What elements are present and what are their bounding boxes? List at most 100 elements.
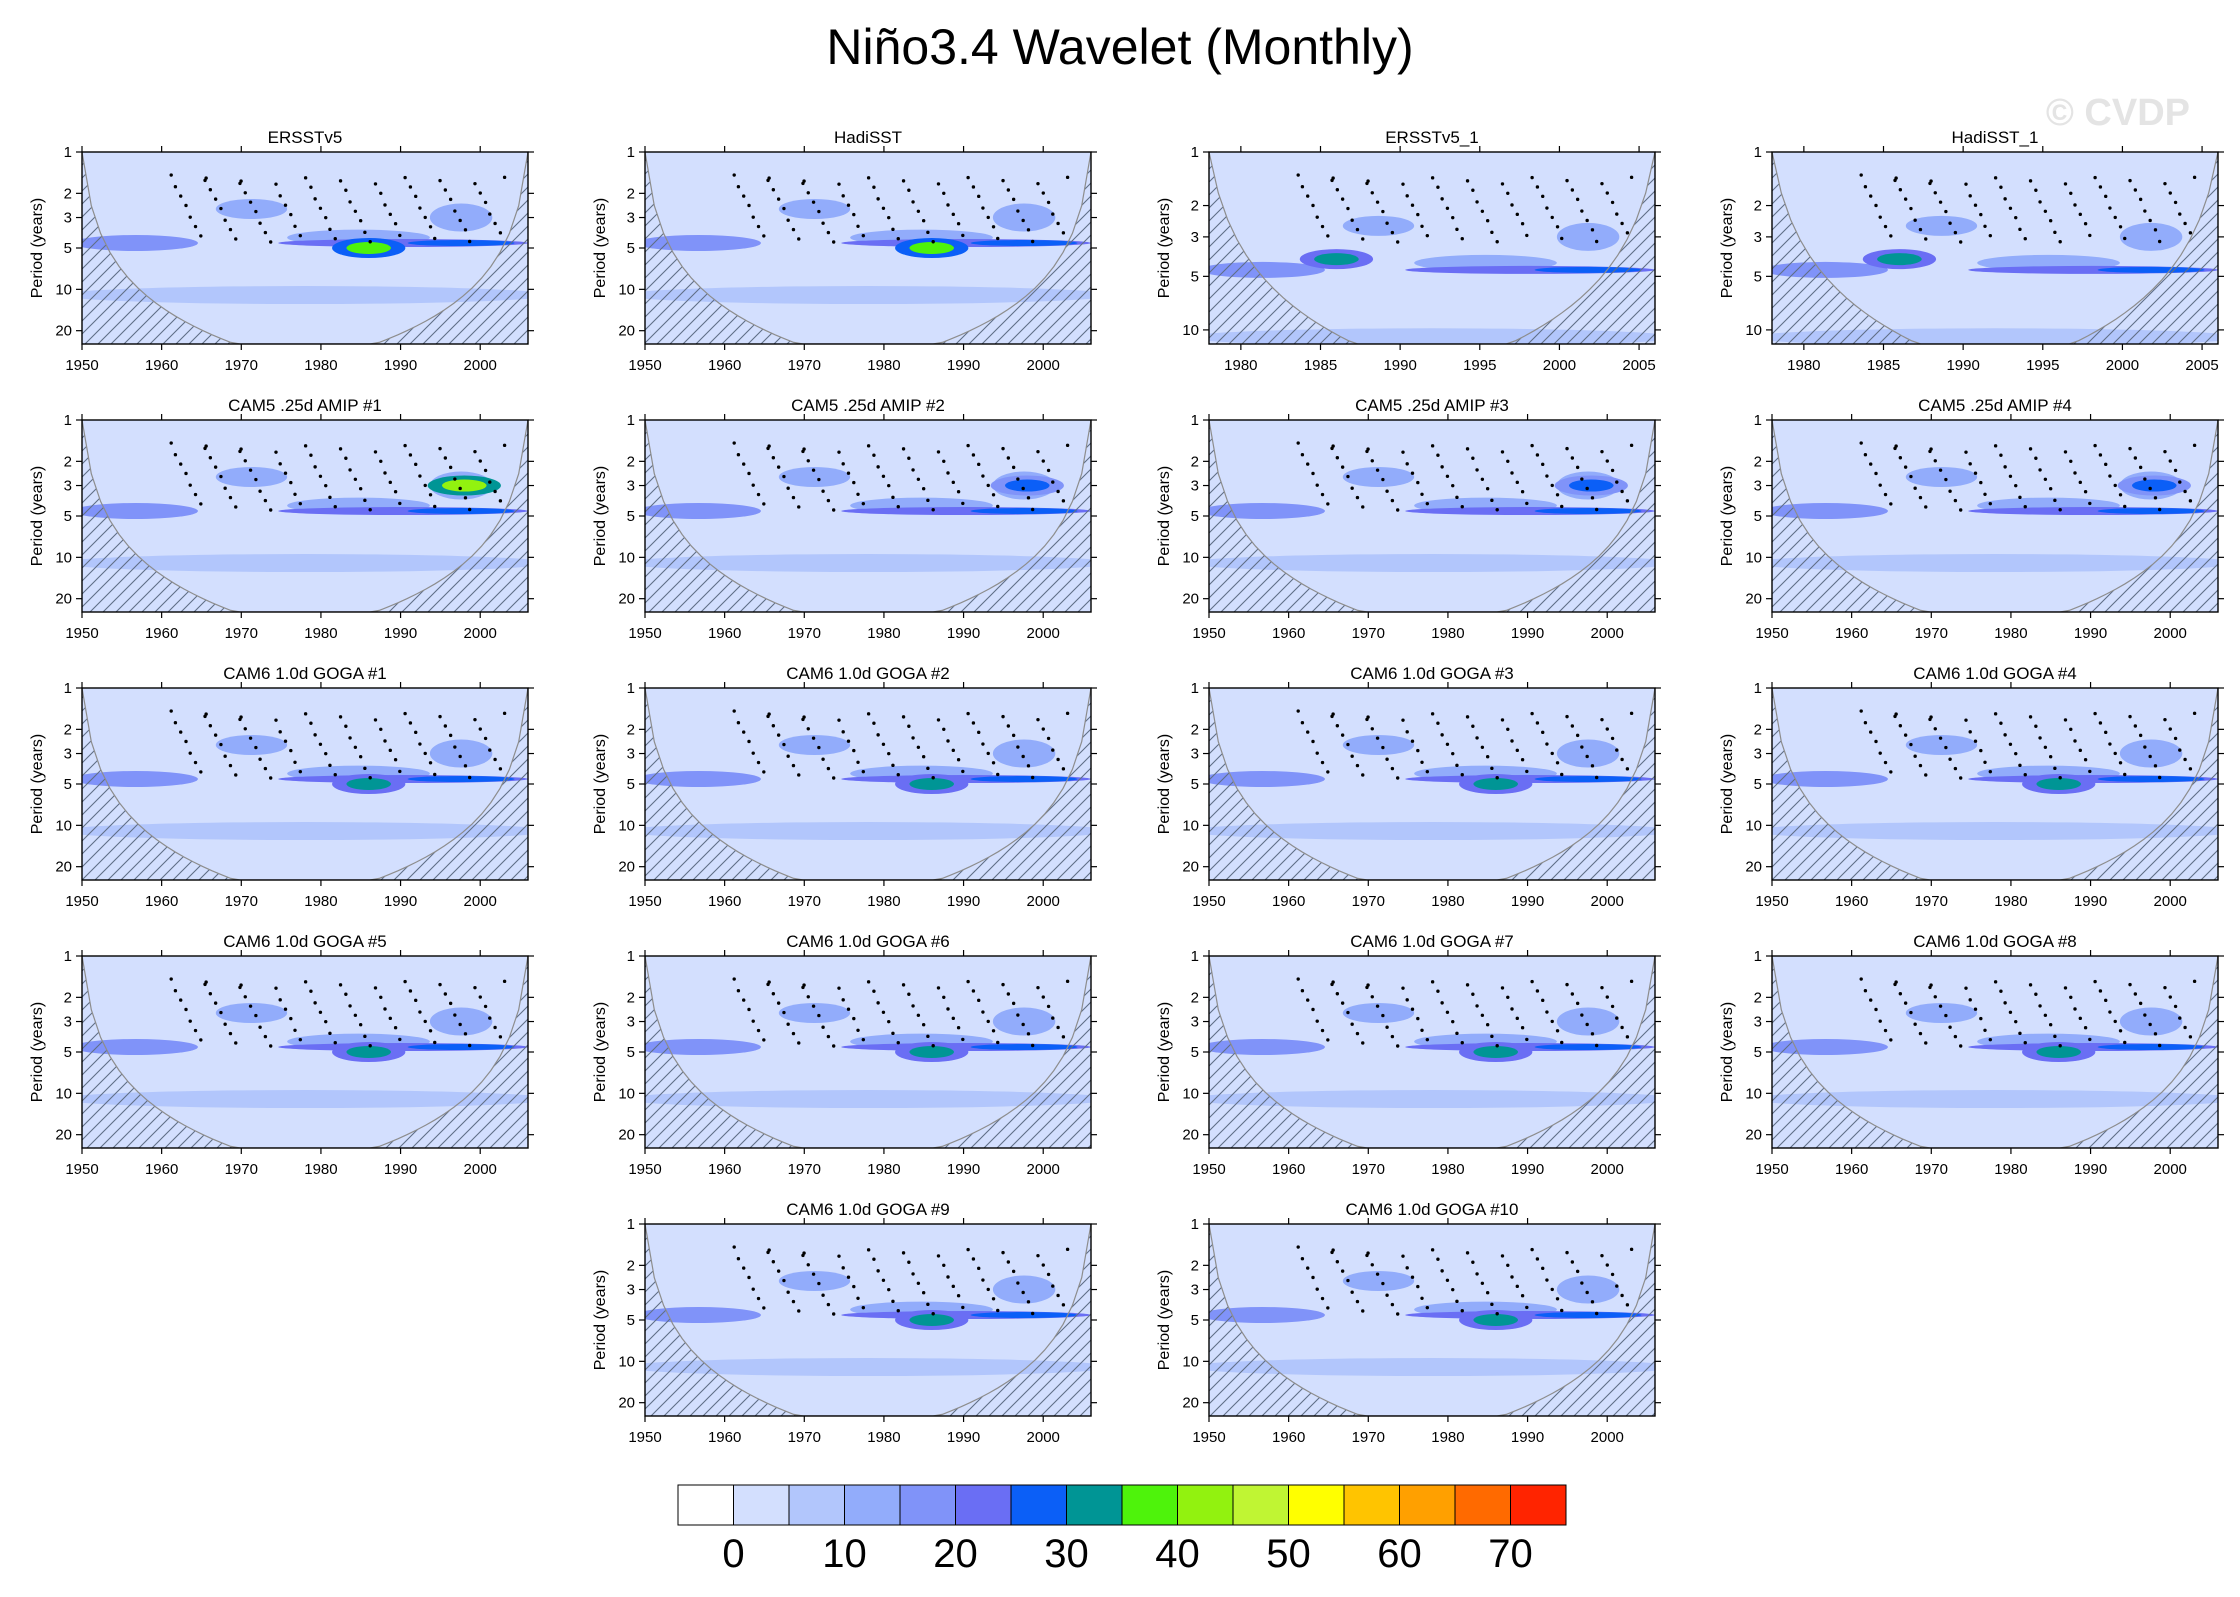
panel-title: CAM6 1.0d GOGA #1 (223, 664, 386, 683)
stipple-dot (956, 1026, 961, 1030)
y-axis-label: Period (years) (592, 198, 609, 298)
y-axis-label: Period (years) (29, 466, 46, 566)
stipple-dot (1550, 1019, 1554, 1024)
stipple-dot (1361, 773, 1365, 777)
stipple-dot (333, 1040, 337, 1045)
stipple-dot (2048, 754, 2053, 759)
x-tick-label: 1960 (145, 357, 178, 374)
plot-area (1772, 152, 2218, 344)
stipple-dot (732, 709, 736, 713)
y-tick-label: 1 (64, 412, 72, 429)
stipple-dot (2018, 495, 2022, 500)
stipple-dot (458, 1022, 462, 1027)
stipple-dot (861, 1305, 866, 1310)
stipple-dot (1335, 992, 1340, 996)
stipple-dot (2069, 727, 2073, 731)
stipple-dot (348, 1004, 352, 1008)
stipple-dot (887, 215, 891, 220)
stipple-dot (1065, 443, 1070, 448)
stipple-dot (2023, 236, 2027, 241)
stipple-dot (887, 751, 891, 756)
plot-area (645, 152, 1091, 344)
stipple-dot (467, 1043, 472, 1048)
panel-title: CAM6 1.0d GOGA #7 (1350, 932, 1513, 951)
y-tick-label: 3 (1191, 1282, 1199, 1299)
stipple-dot (1506, 191, 1510, 195)
significance-dots (732, 441, 1070, 512)
stipple-dot (1893, 714, 1897, 719)
stipple-dot (283, 1007, 288, 1011)
stipple-dot (2028, 447, 2033, 451)
plot-area (1209, 688, 1655, 880)
colorbar-swatch (1399, 1484, 1456, 1526)
significance-dots (732, 173, 1070, 244)
stipple-dot (1051, 748, 1055, 752)
stipple-dot (338, 715, 343, 719)
stipple-dot (2188, 231, 2193, 235)
power-band-decadal (645, 822, 1091, 841)
stipple-dot (1330, 982, 1334, 987)
stipple-dot (414, 462, 418, 467)
stipple-dot (1988, 769, 1993, 774)
stipple-dot (1928, 985, 1932, 990)
stipple-dot (213, 1001, 218, 1005)
significance-dots (732, 1245, 1070, 1316)
y-axis-label: Period (years) (592, 1002, 609, 1102)
stipple-dot (383, 739, 387, 743)
stipple-dot (896, 236, 900, 241)
stipple-dot (1021, 1290, 1025, 1295)
stipple-dot (309, 453, 313, 457)
stipple-dot (1451, 483, 1455, 488)
stipple-dot (1530, 711, 1534, 716)
x-tick-label: 1960 (708, 893, 741, 910)
stipple-dot (971, 453, 976, 457)
stipple-dot (383, 203, 387, 207)
stipple-dot (1455, 1299, 1459, 1304)
y-axis-label: Period (years) (1719, 1002, 1736, 1102)
x-tick-label: 1990 (384, 1161, 417, 1178)
stipple-dot (2118, 493, 2123, 497)
stipple-dot (1958, 1044, 1963, 1048)
stipple-dot (1475, 200, 1479, 204)
stipple-dot (1385, 1025, 1389, 1029)
stipple-dot (1021, 218, 1025, 223)
stipple-dot (448, 733, 453, 738)
stipple-dot (1355, 1031, 1360, 1036)
power-band-decadal (82, 554, 528, 573)
power-band-decadal (645, 554, 1091, 573)
stipple-dot (1065, 711, 1070, 716)
stipple-dot (268, 240, 273, 244)
stipple-dot (1485, 754, 1490, 759)
stipple-dot (1590, 764, 1595, 768)
coi-curve (645, 152, 1091, 344)
colorbar-swatch (1066, 1484, 1123, 1526)
y-tick-label: 1 (627, 144, 635, 161)
stipple-dot (1401, 986, 1405, 990)
stipple-dot (1026, 496, 1031, 500)
stipple-dot (861, 501, 866, 506)
stipple-dot (1465, 447, 1470, 451)
stipple-dot (1565, 1250, 1569, 1255)
x-tick-label: 1990 (947, 625, 980, 642)
stipple-dot (846, 739, 851, 743)
stipple-dot (916, 1013, 921, 1018)
stipple-dot (1455, 495, 1459, 500)
stipple-dot (1405, 462, 1409, 466)
stipple-dot (747, 203, 751, 208)
stipple-dot (1381, 209, 1385, 214)
y-tick-label: 3 (64, 1014, 72, 1031)
y-axis-label: Period (years) (1719, 466, 1736, 566)
stipple-dot (951, 212, 955, 217)
stipple-dot (1878, 1019, 1882, 1023)
power-peak (2036, 1046, 2082, 1058)
stipple-dot (1455, 227, 1459, 232)
stipple-dot (1515, 1284, 1519, 1289)
stipple-dot (876, 197, 880, 201)
x-tick-label: 1950 (65, 625, 98, 642)
stipple-dot (2157, 239, 2162, 244)
power-blob (778, 1002, 851, 1023)
plot-area (82, 688, 528, 880)
stipple-dot (771, 456, 776, 460)
stipple-dot (2133, 724, 2138, 728)
